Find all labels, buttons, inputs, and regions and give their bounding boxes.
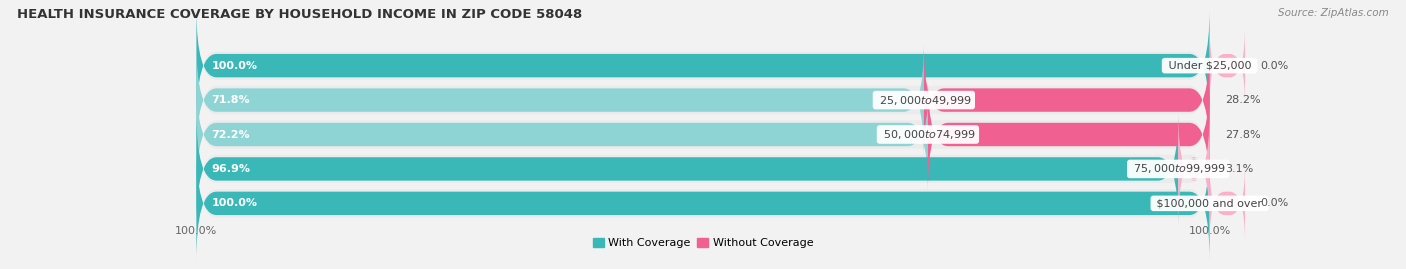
Text: HEALTH INSURANCE COVERAGE BY HOUSEHOLD INCOME IN ZIP CODE 58048: HEALTH INSURANCE COVERAGE BY HOUSEHOLD I…: [17, 8, 582, 21]
Text: 71.8%: 71.8%: [212, 95, 250, 105]
Text: 3.1%: 3.1%: [1225, 164, 1253, 174]
FancyBboxPatch shape: [924, 43, 1209, 157]
FancyBboxPatch shape: [197, 80, 1209, 189]
Text: 96.9%: 96.9%: [212, 164, 250, 174]
FancyBboxPatch shape: [197, 77, 928, 192]
FancyBboxPatch shape: [197, 114, 1209, 224]
Text: 100.0%: 100.0%: [176, 226, 218, 236]
FancyBboxPatch shape: [1209, 26, 1246, 105]
Text: Under $25,000: Under $25,000: [1164, 61, 1254, 71]
FancyBboxPatch shape: [197, 43, 924, 157]
Text: $100,000 and over: $100,000 and over: [1153, 198, 1265, 208]
FancyBboxPatch shape: [197, 112, 1178, 226]
FancyBboxPatch shape: [197, 45, 1209, 155]
Text: 0.0%: 0.0%: [1260, 61, 1288, 71]
FancyBboxPatch shape: [1178, 112, 1209, 226]
Text: 0.0%: 0.0%: [1260, 198, 1288, 208]
FancyBboxPatch shape: [928, 77, 1209, 192]
Text: Source: ZipAtlas.com: Source: ZipAtlas.com: [1278, 8, 1389, 18]
Legend: With Coverage, Without Coverage: With Coverage, Without Coverage: [588, 234, 818, 253]
FancyBboxPatch shape: [197, 11, 1209, 121]
Text: $50,000 to $74,999: $50,000 to $74,999: [880, 128, 976, 141]
Text: 100.0%: 100.0%: [212, 198, 257, 208]
Text: 72.2%: 72.2%: [212, 129, 250, 140]
Text: 100.0%: 100.0%: [1188, 226, 1230, 236]
Text: 27.8%: 27.8%: [1225, 129, 1260, 140]
Text: 28.2%: 28.2%: [1225, 95, 1260, 105]
FancyBboxPatch shape: [197, 148, 1209, 258]
FancyBboxPatch shape: [1209, 164, 1246, 243]
Text: $75,000 to $99,999: $75,000 to $99,999: [1130, 162, 1226, 175]
FancyBboxPatch shape: [197, 146, 1209, 260]
Text: 100.0%: 100.0%: [212, 61, 257, 71]
Text: $25,000 to $49,999: $25,000 to $49,999: [876, 94, 972, 107]
FancyBboxPatch shape: [197, 9, 1209, 123]
